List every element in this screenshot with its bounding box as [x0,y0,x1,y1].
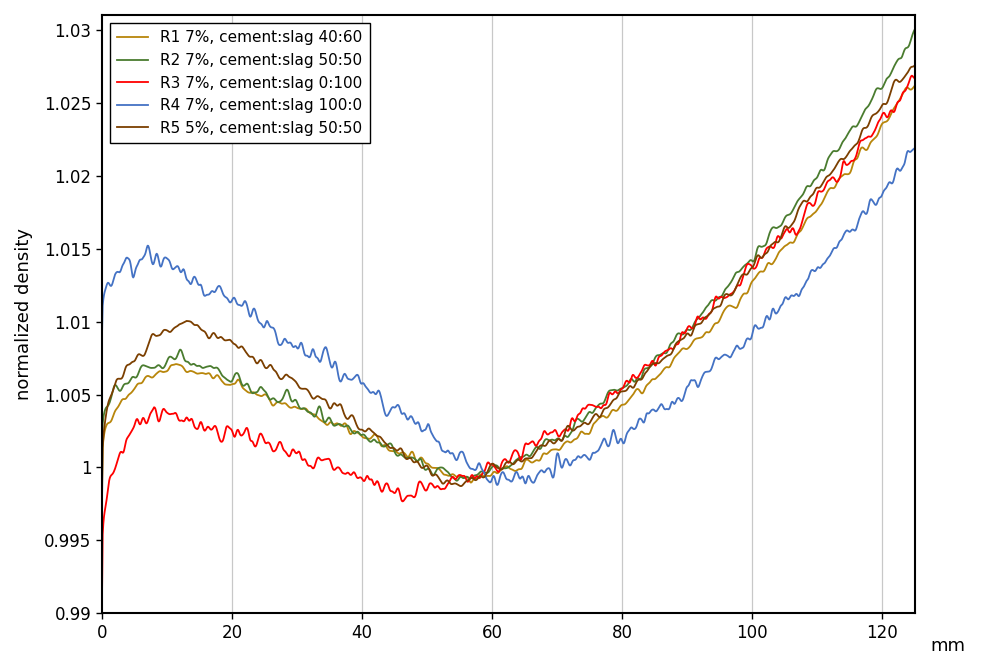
R3 7%, cement:slag 0:100 [497,457,509,465]
R4 7%, cement:slag 100:0 [908,144,920,152]
R2 7%, cement:slag 50:50 [466,474,478,482]
R1 7%, cement:slag 40:60 [526,458,538,466]
Line: R4 7%, cement:slag 100:0: R4 7%, cement:slag 100:0 [102,148,914,485]
R2 7%, cement:slag 50:50 [451,477,463,485]
R2 7%, cement:slag 50:50 [497,464,509,472]
R4 7%, cement:slag 100:0 [291,344,303,352]
R3 7%, cement:slag 0:100 [307,464,319,472]
R5 5%, cement:slag 50:50 [466,474,478,482]
R2 7%, cement:slag 50:50 [527,448,539,456]
R4 7%, cement:slag 100:0 [466,465,478,473]
R2 7%, cement:slag 50:50 [307,412,319,420]
Line: R5 5%, cement:slag 50:50: R5 5%, cement:slag 50:50 [102,65,914,500]
Y-axis label: normalized density: normalized density [15,228,33,400]
R2 7%, cement:slag 50:50 [291,398,303,406]
R4 7%, cement:slag 100:0 [527,478,539,486]
R4 7%, cement:slag 100:0 [492,481,504,489]
R2 7%, cement:slag 50:50 [908,26,920,34]
R1 7%, cement:slag 40:60 [96,482,108,490]
Legend: R1 7%, cement:slag 40:60, R2 7%, cement:slag 50:50, R3 7%, cement:slag 0:100, R4: R1 7%, cement:slag 40:60, R2 7%, cement:… [110,23,370,143]
R5 5%, cement:slag 50:50 [497,465,509,473]
R3 7%, cement:slag 0:100 [466,472,478,480]
R2 7%, cement:slag 50:50 [96,448,108,456]
R2 7%, cement:slag 50:50 [622,381,634,389]
R5 5%, cement:slag 50:50 [307,395,319,403]
Text: mm: mm [931,638,966,656]
R5 5%, cement:slag 50:50 [908,61,920,69]
R1 7%, cement:slag 40:60 [497,465,509,473]
Line: R2 7%, cement:slag 50:50: R2 7%, cement:slag 50:50 [102,30,914,481]
R3 7%, cement:slag 0:100 [526,438,538,446]
R1 7%, cement:slag 40:60 [291,404,303,412]
R3 7%, cement:slag 0:100 [908,74,920,82]
R5 5%, cement:slag 50:50 [621,386,633,394]
R3 7%, cement:slag 0:100 [291,449,303,457]
R1 7%, cement:slag 40:60 [621,398,633,406]
R3 7%, cement:slag 0:100 [621,377,633,385]
R1 7%, cement:slag 40:60 [307,410,319,418]
Line: R3 7%, cement:slag 0:100: R3 7%, cement:slag 0:100 [102,75,914,595]
R4 7%, cement:slag 100:0 [622,428,634,436]
R1 7%, cement:slag 40:60 [466,478,478,486]
R4 7%, cement:slag 100:0 [497,468,509,476]
R5 5%, cement:slag 50:50 [526,454,538,462]
R3 7%, cement:slag 0:100 [906,71,918,79]
R4 7%, cement:slag 100:0 [307,346,319,354]
R3 7%, cement:slag 0:100 [96,591,108,599]
R5 5%, cement:slag 50:50 [96,496,108,504]
R1 7%, cement:slag 40:60 [908,82,920,90]
Line: R1 7%, cement:slag 40:60: R1 7%, cement:slag 40:60 [102,86,914,486]
R5 5%, cement:slag 50:50 [291,380,303,388]
R4 7%, cement:slag 100:0 [96,330,108,338]
